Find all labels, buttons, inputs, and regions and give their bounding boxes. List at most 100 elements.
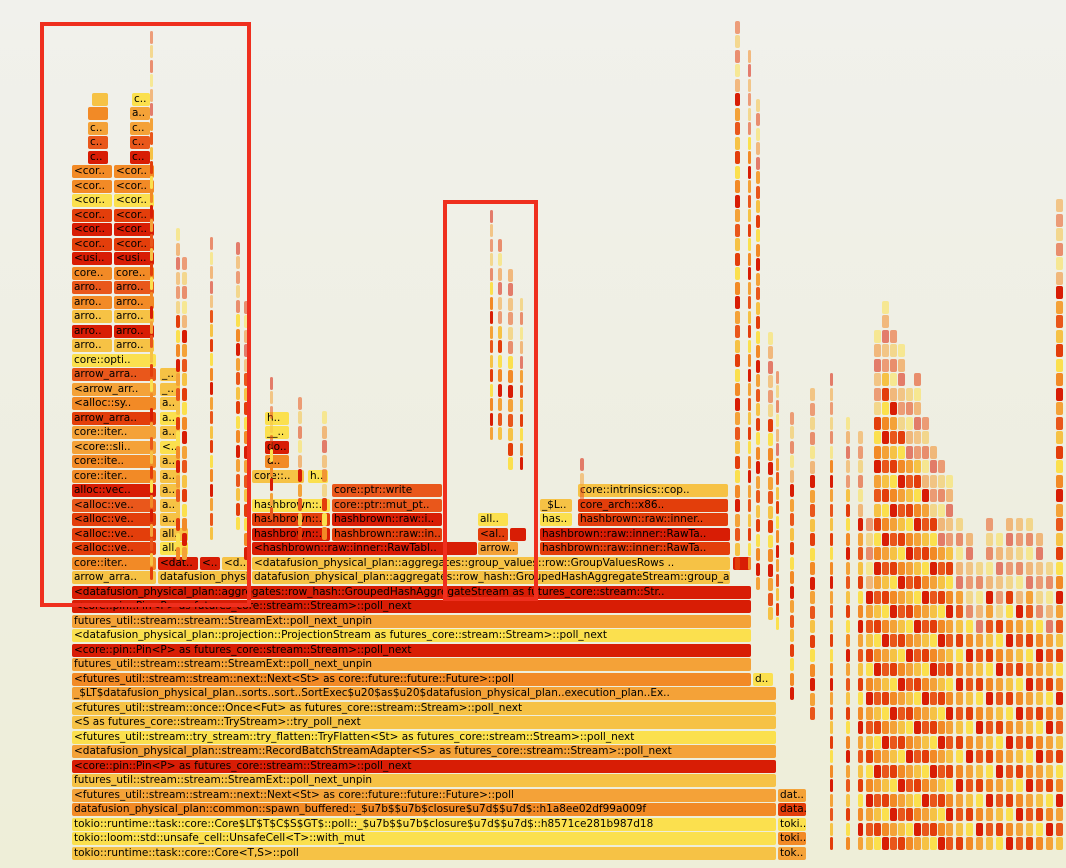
flame-frame[interactable] xyxy=(996,764,1003,778)
flame-frame[interactable] xyxy=(150,451,153,464)
flame-frame[interactable] xyxy=(976,750,983,763)
flame-frame[interactable] xyxy=(735,383,740,396)
flame-frame[interactable] xyxy=(510,528,526,541)
flame-frame[interactable] xyxy=(866,822,873,836)
flame-frame[interactable] xyxy=(150,567,153,580)
flame-frame[interactable] xyxy=(270,478,273,491)
flame-frame[interactable] xyxy=(182,358,187,372)
flame-frame[interactable] xyxy=(914,634,921,647)
flame-frame[interactable] xyxy=(946,793,953,807)
flame-frame[interactable] xyxy=(790,498,794,512)
flame-frame[interactable] xyxy=(946,721,953,734)
flame-frame[interactable]: arro.. xyxy=(114,325,154,338)
flame-frame[interactable] xyxy=(176,315,180,328)
flame-frame[interactable] xyxy=(938,634,945,647)
flame-frame[interactable] xyxy=(914,503,921,517)
flame-frame[interactable] xyxy=(735,78,740,92)
flame-frame[interactable] xyxy=(976,721,983,734)
flame-frame[interactable] xyxy=(150,436,153,450)
flame-frame[interactable] xyxy=(882,576,889,589)
flame-frame[interactable]: has.. xyxy=(540,513,572,526)
flame-frame[interactable]: tokio::loom::std::unsafe_cell::UnsafeCel… xyxy=(72,832,776,845)
flame-frame[interactable] xyxy=(956,619,963,633)
flame-frame[interactable] xyxy=(1006,808,1013,821)
flame-frame[interactable] xyxy=(866,634,873,647)
flame-frame[interactable] xyxy=(882,692,889,705)
flame-frame[interactable]: <S as futures_core::stream::TryStream>::… xyxy=(72,716,776,729)
flame-frame[interactable] xyxy=(1026,561,1033,575)
flame-frame[interactable] xyxy=(776,602,779,616)
flame-frame[interactable] xyxy=(890,547,897,560)
flame-frame[interactable] xyxy=(996,547,1003,560)
flame-frame[interactable] xyxy=(874,605,881,618)
flame-frame[interactable]: arro.. xyxy=(72,310,112,323)
flame-frame[interactable] xyxy=(874,474,881,488)
flame-frame[interactable]: <alloc::sy.. xyxy=(72,397,156,410)
flame-frame[interactable] xyxy=(150,291,153,305)
flame-frame[interactable] xyxy=(858,445,863,459)
flame-frame[interactable] xyxy=(986,590,993,604)
flame-frame[interactable] xyxy=(1006,677,1013,691)
flame-frame[interactable] xyxy=(210,295,213,308)
flame-frame[interactable] xyxy=(858,793,863,807)
flame-frame[interactable] xyxy=(1056,286,1063,299)
flame-frame[interactable] xyxy=(1026,822,1033,836)
flame-frame[interactable]: data.. xyxy=(778,803,806,816)
flame-frame[interactable] xyxy=(756,171,760,184)
flame-frame[interactable] xyxy=(858,750,863,763)
flame-frame[interactable] xyxy=(810,431,815,445)
flame-frame[interactable] xyxy=(176,387,180,401)
flame-frame[interactable] xyxy=(914,619,921,633)
flame-frame[interactable] xyxy=(756,461,760,474)
flame-frame[interactable] xyxy=(874,402,881,415)
flame-frame[interactable] xyxy=(150,219,153,232)
flame-frame[interactable] xyxy=(1016,677,1023,691)
flame-frame[interactable] xyxy=(236,386,240,400)
flame-frame[interactable] xyxy=(1036,590,1043,604)
flame-frame[interactable] xyxy=(898,663,905,676)
flame-frame[interactable]: arrow.. xyxy=(478,542,518,555)
flame-frame[interactable] xyxy=(580,487,584,500)
flame-frame[interactable] xyxy=(150,523,153,537)
flame-frame[interactable] xyxy=(1036,793,1043,807)
flame-frame[interactable]: d.. xyxy=(753,673,773,686)
flame-frame[interactable] xyxy=(976,692,983,705)
flame-frame[interactable] xyxy=(1016,590,1023,604)
flame-frame[interactable] xyxy=(976,605,983,618)
flame-frame[interactable] xyxy=(846,764,850,778)
flame-frame[interactable] xyxy=(906,619,913,633)
flame-frame[interactable] xyxy=(790,643,794,657)
flame-frame[interactable] xyxy=(1056,402,1063,415)
flame-frame[interactable]: <cor.. xyxy=(114,194,154,207)
flame-frame[interactable] xyxy=(986,692,993,705)
flame-frame[interactable] xyxy=(890,793,897,807)
flame-frame[interactable] xyxy=(756,301,760,315)
flame-frame[interactable] xyxy=(922,532,929,546)
flame-frame[interactable] xyxy=(956,735,963,749)
flame-frame[interactable] xyxy=(298,440,302,453)
flame-frame[interactable] xyxy=(176,329,180,343)
flame-frame[interactable] xyxy=(1006,634,1013,647)
flame-frame[interactable] xyxy=(930,706,937,720)
flame-frame[interactable]: <alloc::ve.. xyxy=(72,499,156,512)
flame-frame[interactable] xyxy=(1016,692,1023,705)
flame-frame[interactable] xyxy=(898,735,905,749)
flame-frame[interactable] xyxy=(930,561,937,575)
flame-frame[interactable] xyxy=(244,315,249,328)
flame-frame[interactable] xyxy=(776,530,779,543)
flame-frame[interactable] xyxy=(182,344,187,357)
flame-frame[interactable] xyxy=(748,238,751,251)
flame-frame[interactable] xyxy=(176,271,180,285)
flame-frame[interactable] xyxy=(898,750,905,763)
flame-frame[interactable] xyxy=(874,822,881,836)
flame-frame[interactable] xyxy=(922,460,929,473)
flame-frame[interactable] xyxy=(735,397,740,411)
flame-frame[interactable] xyxy=(1016,547,1023,560)
flame-frame[interactable] xyxy=(874,416,881,430)
flame-frame[interactable] xyxy=(776,414,779,427)
flame-frame[interactable] xyxy=(996,822,1003,836)
flame-frame[interactable] xyxy=(748,542,751,556)
flame-frame[interactable] xyxy=(748,528,751,541)
flame-frame[interactable] xyxy=(882,547,889,560)
flame-frame[interactable] xyxy=(1026,619,1033,633)
